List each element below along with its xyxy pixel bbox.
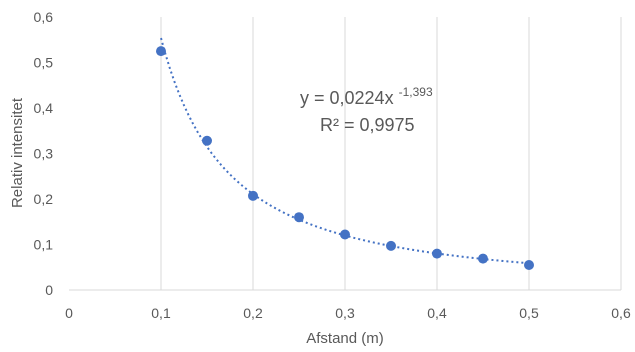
r-squared-label: R² = 0,9975	[320, 115, 415, 135]
data-point	[248, 190, 258, 201]
x-tick-label: 0,2	[243, 305, 263, 321]
data-point	[202, 135, 212, 146]
x-axis-title: Afstand (m)	[306, 330, 384, 347]
x-tick-label: 0,5	[519, 305, 539, 321]
y-axis-ticks: 0 0,1 0,2 0,3 0,4 0,5 0,6	[34, 9, 54, 298]
y-tick-label: 0,2	[34, 191, 54, 207]
data-point	[386, 240, 396, 251]
y-tick-label: 0,1	[34, 237, 54, 253]
data-point	[432, 248, 442, 259]
trendline-equation-base: y = 0,0224x	[300, 88, 394, 108]
x-tick-label: 0,6	[611, 305, 631, 321]
y-tick-label: 0,6	[34, 9, 54, 25]
y-tick-label: 0	[45, 282, 53, 298]
x-axis-ticks: 0 0,1 0,2 0,3 0,4 0,5 0,6	[65, 305, 631, 321]
y-axis-title: Relativ intensitet	[9, 97, 26, 208]
data-point	[524, 259, 534, 270]
x-tick-label: 0,1	[151, 305, 171, 321]
x-tick-label: 0,3	[335, 305, 355, 321]
data-point	[478, 253, 488, 264]
y-tick-label: 0,3	[34, 146, 54, 162]
gridlines	[160, 17, 622, 290]
data-point	[156, 46, 166, 57]
y-tick-label: 0,5	[34, 55, 54, 71]
x-tick-label: 0,4	[427, 305, 447, 321]
trendline-equation-exponent: -1,393	[399, 85, 433, 99]
data-point	[294, 212, 304, 223]
x-tick-label: 0	[65, 305, 73, 321]
data-point	[340, 229, 350, 240]
y-tick-label: 0,4	[34, 100, 54, 116]
data-points	[156, 46, 534, 270]
trendline-equation: y = 0,0224x -1,393	[300, 85, 433, 108]
